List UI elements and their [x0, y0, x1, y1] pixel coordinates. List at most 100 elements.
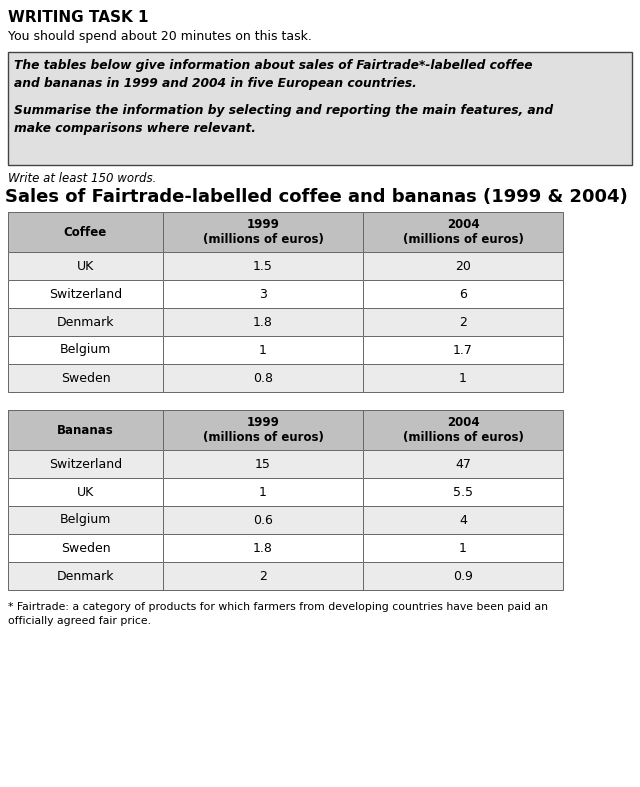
- Bar: [163, 336, 363, 364]
- Bar: [363, 410, 563, 450]
- Text: 3: 3: [259, 287, 267, 301]
- Bar: [8, 478, 163, 506]
- Bar: [163, 478, 363, 506]
- Bar: [363, 336, 563, 364]
- Text: 0.8: 0.8: [253, 371, 273, 385]
- Bar: [163, 410, 363, 450]
- Bar: [163, 506, 363, 534]
- Text: 1.5: 1.5: [253, 260, 273, 272]
- Bar: [363, 364, 563, 392]
- Text: 1.7: 1.7: [453, 343, 473, 357]
- Bar: [363, 252, 563, 280]
- Bar: [363, 534, 563, 562]
- Bar: [363, 280, 563, 308]
- Bar: [363, 364, 563, 392]
- Text: 1: 1: [259, 343, 267, 357]
- Bar: [363, 478, 563, 506]
- Bar: [8, 450, 163, 478]
- Bar: [363, 308, 563, 336]
- Text: 1999
(millions of euros): 1999 (millions of euros): [203, 416, 323, 445]
- Bar: [8, 478, 163, 506]
- Bar: [8, 534, 163, 562]
- Bar: [163, 534, 363, 562]
- Bar: [8, 212, 163, 252]
- Text: UK: UK: [77, 260, 94, 272]
- Text: Bananas: Bananas: [57, 423, 114, 437]
- Text: 1.8: 1.8: [253, 316, 273, 328]
- Text: You should spend about 20 minutes on this task.: You should spend about 20 minutes on thi…: [8, 30, 312, 43]
- Bar: [8, 364, 163, 392]
- Bar: [163, 212, 363, 252]
- Text: 1.8: 1.8: [253, 541, 273, 555]
- Bar: [8, 252, 163, 280]
- Bar: [363, 534, 563, 562]
- Bar: [363, 410, 563, 450]
- Bar: [8, 336, 163, 364]
- Bar: [363, 478, 563, 506]
- Bar: [363, 252, 563, 280]
- Bar: [163, 450, 363, 478]
- Bar: [8, 252, 163, 280]
- Bar: [8, 308, 163, 336]
- Text: Belgium: Belgium: [60, 343, 111, 357]
- Text: Belgium: Belgium: [60, 513, 111, 527]
- Bar: [363, 308, 563, 336]
- Text: * Fairtrade: a category of products for which farmers from developing countries : * Fairtrade: a category of products for …: [8, 602, 548, 612]
- Bar: [163, 410, 363, 450]
- Bar: [163, 562, 363, 590]
- Text: Summarise the information by selecting and reporting the main features, and
make: Summarise the information by selecting a…: [14, 104, 553, 135]
- Text: 2: 2: [259, 570, 267, 582]
- Text: 15: 15: [255, 457, 271, 471]
- Bar: [8, 410, 163, 450]
- Text: 1: 1: [259, 486, 267, 498]
- Bar: [163, 212, 363, 252]
- Bar: [163, 478, 363, 506]
- Bar: [363, 336, 563, 364]
- Bar: [163, 280, 363, 308]
- Bar: [163, 308, 363, 336]
- Bar: [363, 450, 563, 478]
- Bar: [8, 336, 163, 364]
- Bar: [8, 506, 163, 534]
- Text: WRITING TASK 1: WRITING TASK 1: [8, 10, 148, 25]
- Bar: [163, 336, 363, 364]
- Text: 20: 20: [455, 260, 471, 272]
- Text: 4: 4: [459, 513, 467, 527]
- Text: 1: 1: [459, 371, 467, 385]
- Text: 1: 1: [459, 541, 467, 555]
- Bar: [8, 562, 163, 590]
- Bar: [8, 280, 163, 308]
- Bar: [363, 450, 563, 478]
- Bar: [8, 364, 163, 392]
- Bar: [163, 252, 363, 280]
- Bar: [363, 562, 563, 590]
- Bar: [163, 252, 363, 280]
- Text: Coffee: Coffee: [64, 226, 107, 238]
- Bar: [8, 280, 163, 308]
- Bar: [8, 450, 163, 478]
- Text: Write at least 150 words.: Write at least 150 words.: [8, 172, 156, 185]
- Text: 6: 6: [459, 287, 467, 301]
- Bar: [163, 280, 363, 308]
- Text: The tables below give information about sales of Fairtrade*-labelled coffee
and : The tables below give information about …: [14, 59, 532, 90]
- Text: UK: UK: [77, 486, 94, 498]
- Bar: [363, 562, 563, 590]
- Text: Denmark: Denmark: [57, 570, 115, 582]
- Bar: [8, 534, 163, 562]
- Bar: [363, 212, 563, 252]
- Text: Switzerland: Switzerland: [49, 287, 122, 301]
- Text: 2: 2: [459, 316, 467, 328]
- Text: 5.5: 5.5: [453, 486, 473, 498]
- Bar: [163, 364, 363, 392]
- Bar: [163, 308, 363, 336]
- Bar: [163, 506, 363, 534]
- Text: officially agreed fair price.: officially agreed fair price.: [8, 616, 151, 626]
- Bar: [8, 562, 163, 590]
- Bar: [163, 534, 363, 562]
- Bar: [8, 308, 163, 336]
- Text: 2004
(millions of euros): 2004 (millions of euros): [403, 416, 524, 445]
- Text: Sales of Fairtrade-labelled coffee and bananas (1999 & 2004): Sales of Fairtrade-labelled coffee and b…: [5, 188, 628, 206]
- Text: 47: 47: [455, 457, 471, 471]
- Text: Sweden: Sweden: [61, 541, 110, 555]
- Text: 2004
(millions of euros): 2004 (millions of euros): [403, 217, 524, 246]
